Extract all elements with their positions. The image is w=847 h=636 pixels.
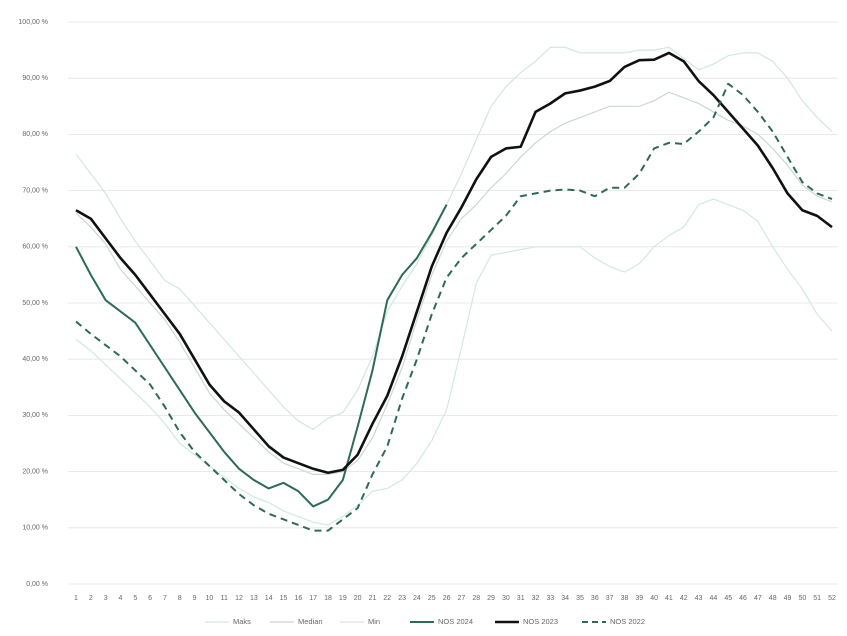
- x-tick-label: 32: [532, 595, 540, 602]
- x-tick-label: 8: [178, 595, 182, 602]
- x-tick-label: 43: [695, 595, 703, 602]
- x-tick-label: 21: [369, 595, 377, 602]
- x-tick-label: 6: [148, 595, 152, 602]
- x-tick-label: 27: [458, 595, 466, 602]
- y-tick-label: 80,00 %: [22, 131, 48, 138]
- x-tick-label: 39: [635, 595, 643, 602]
- x-tick-label: 19: [339, 595, 347, 602]
- legend-label: NOS 2023: [523, 617, 558, 626]
- x-tick-label: 4: [119, 595, 123, 602]
- x-tick-label: 47: [754, 595, 762, 602]
- x-tick-label: 35: [576, 595, 584, 602]
- x-tick-label: 22: [383, 595, 391, 602]
- x-tick-label: 2: [89, 595, 93, 602]
- y-tick-label: 90,00 %: [22, 75, 48, 82]
- y-tick-label: 10,00 %: [22, 525, 48, 532]
- x-tick-label: 15: [280, 595, 288, 602]
- x-tick-label: 20: [354, 595, 362, 602]
- x-tick-label: 29: [487, 595, 495, 602]
- y-tick-label: 40,00 %: [22, 356, 48, 363]
- x-tick-label: 28: [472, 595, 480, 602]
- x-tick-label: 36: [591, 595, 599, 602]
- series-line: [75, 82, 833, 532]
- x-tick-label: 41: [665, 595, 673, 602]
- series-line: [75, 51, 833, 475]
- x-tick-label: 25: [428, 595, 436, 602]
- series-line: [75, 46, 833, 431]
- x-tick-label: 3: [104, 595, 108, 602]
- x-tick-label: 46: [739, 595, 747, 602]
- y-tick-label: 20,00 %: [22, 468, 48, 475]
- x-tick-label: 38: [621, 595, 629, 602]
- x-tick-label: 40: [650, 595, 658, 602]
- x-tick-label: 18: [324, 595, 332, 602]
- legend: Maks Median Min NOS 2024 NOS 2023 NOS 2022: [205, 617, 645, 626]
- x-tick-label: 14: [265, 595, 273, 602]
- y-tick-label: 30,00 %: [22, 412, 48, 419]
- x-tick-label: 31: [517, 595, 525, 602]
- x-tick-label: 1: [74, 595, 78, 602]
- series-line: [75, 198, 833, 526]
- x-tick-label: 50: [798, 595, 806, 602]
- x-tick-label: 5: [133, 595, 137, 602]
- x-tick-label: 49: [784, 595, 792, 602]
- x-tick-label: 17: [309, 595, 317, 602]
- y-tick-label: 0,00 %: [26, 581, 48, 588]
- series-line: [75, 91, 833, 476]
- x-tick-label: 13: [250, 595, 258, 602]
- legend-label: Maks: [233, 617, 251, 626]
- x-tick-label: 9: [193, 595, 197, 602]
- legend-label: NOS 2022: [610, 617, 645, 626]
- x-tick-label: 7: [163, 595, 167, 602]
- x-tick-label: 37: [606, 595, 614, 602]
- legend-label: Median: [298, 617, 323, 626]
- legend-label: Min: [368, 617, 380, 626]
- series-line: [75, 204, 448, 508]
- x-tick-label: 16: [294, 595, 302, 602]
- x-tick-label: 42: [680, 595, 688, 602]
- x-tick-label: 51: [813, 595, 821, 602]
- x-tick-label: 48: [769, 595, 777, 602]
- y-tick-label: 60,00 %: [22, 244, 48, 251]
- x-tick-label: 23: [398, 595, 406, 602]
- y-tick-label: 50,00 %: [22, 300, 48, 307]
- legend-label: NOS 2024: [438, 617, 473, 626]
- x-tick-label: 26: [443, 595, 451, 602]
- x-tick-label: 44: [710, 595, 718, 602]
- y-tick-label: 70,00 %: [22, 187, 48, 194]
- x-tick-label: 34: [561, 595, 569, 602]
- x-tick-label: 24: [413, 595, 421, 602]
- x-tick-label: 11: [221, 595, 228, 602]
- y-tick-label: 100,00 %: [18, 19, 48, 26]
- x-tick-label: 33: [546, 595, 554, 602]
- x-tick-label: 52: [828, 595, 836, 602]
- x-tick-label: 30: [502, 595, 510, 602]
- x-tick-label: 10: [206, 595, 214, 602]
- x-tick-label: 45: [724, 595, 732, 602]
- x-tick-label: 12: [235, 595, 243, 602]
